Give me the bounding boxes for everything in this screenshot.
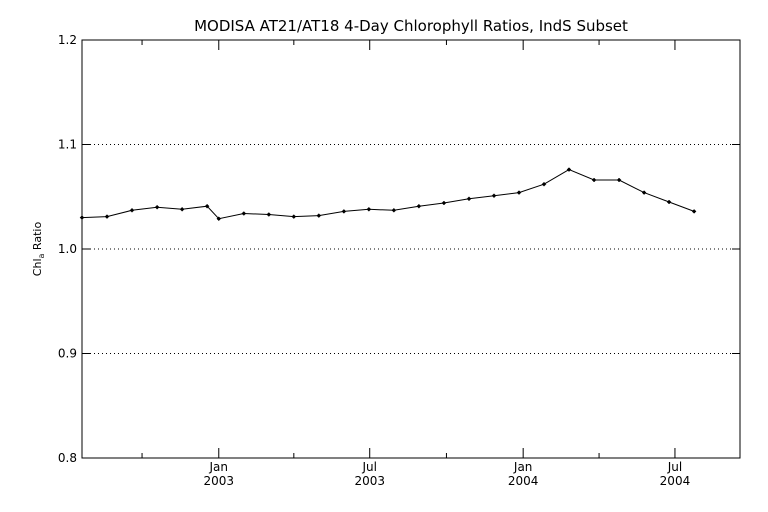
data-point-marker	[341, 209, 347, 214]
data-point-marker	[266, 212, 272, 217]
data-point-marker	[391, 207, 397, 213]
gridlines	[82, 144, 740, 354]
data-point-marker	[154, 204, 160, 210]
data-point-marker	[179, 206, 185, 212]
data-point-marker	[366, 206, 372, 212]
data-point-marker	[641, 190, 647, 195]
data-point-marker	[616, 177, 622, 183]
y-axis: 0.8 0.9 1.0 1.1 1.2	[58, 33, 740, 465]
series-line	[81, 169, 695, 220]
x-tick-label-year: 2003	[354, 474, 385, 488]
data-point-marker	[204, 203, 210, 209]
data-point-marker	[291, 214, 297, 219]
data-point-marker	[441, 200, 447, 206]
data-point-marker	[216, 216, 222, 222]
series-group	[79, 167, 697, 222]
x-tick-label-month: Jan	[209, 460, 229, 474]
data-point-marker	[466, 196, 472, 202]
data-point-marker	[416, 203, 422, 209]
x-tick-label-month: Jul	[361, 460, 376, 474]
data-point-marker	[241, 211, 247, 216]
data-point-marker	[666, 199, 672, 205]
data-point-marker	[491, 193, 497, 199]
y-axis-label-main: Chl	[31, 258, 44, 276]
x-tick-label-month: Jul	[667, 460, 682, 474]
data-point-marker	[316, 213, 322, 218]
data-point-marker	[691, 209, 697, 214]
data-point-marker	[566, 167, 572, 172]
x-tick-label-year: 2003	[203, 474, 234, 488]
y-axis-label-subscript: a	[37, 253, 46, 258]
data-point-marker	[129, 207, 135, 213]
chart-title: MODISA AT21/AT18 4-Day Chlorophyll Ratio…	[194, 17, 628, 35]
data-point-marker	[516, 190, 522, 195]
data-point-marker	[591, 177, 597, 183]
x-tick-label-year: 2004	[660, 474, 691, 488]
y-tick-label: 1.1	[58, 138, 77, 152]
y-axis-label-rest: Ratio	[31, 222, 44, 254]
y-tick-label: 0.8	[58, 451, 77, 465]
x-tick-label-month: Jan	[513, 460, 533, 474]
y-tick-label: 0.9	[58, 347, 77, 361]
y-tick-label: 1.0	[58, 242, 77, 256]
y-tick-label: 1.2	[58, 33, 77, 47]
y-axis-label: Chla Ratio	[31, 222, 46, 277]
data-point-marker	[541, 181, 547, 187]
data-point-marker	[104, 214, 110, 219]
data-point-marker	[79, 215, 85, 220]
x-tick-label-year: 2004	[508, 474, 539, 488]
